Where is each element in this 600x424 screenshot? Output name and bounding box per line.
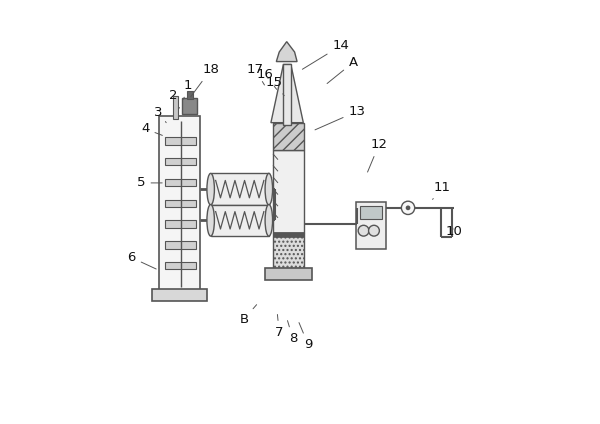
Bar — [165, 200, 196, 207]
Text: 17: 17 — [247, 64, 265, 85]
Bar — [265, 268, 313, 280]
Bar — [165, 137, 196, 145]
Text: 14: 14 — [302, 39, 349, 69]
Circle shape — [368, 225, 379, 236]
Text: 13: 13 — [315, 105, 365, 130]
Text: 2: 2 — [169, 89, 179, 108]
Circle shape — [406, 206, 410, 209]
Bar — [211, 173, 269, 205]
Text: 5: 5 — [137, 176, 162, 190]
Polygon shape — [271, 64, 304, 123]
Ellipse shape — [207, 204, 214, 236]
Bar — [273, 150, 304, 233]
Text: 4: 4 — [141, 123, 163, 135]
Bar — [273, 123, 304, 150]
Bar — [273, 233, 304, 268]
Bar — [360, 206, 382, 219]
Bar — [165, 220, 196, 228]
Text: 9: 9 — [299, 323, 313, 351]
Text: 3: 3 — [154, 106, 166, 123]
Text: 1: 1 — [184, 79, 192, 99]
Text: 16: 16 — [257, 68, 277, 89]
Bar — [356, 202, 386, 249]
Bar — [182, 98, 197, 114]
Bar — [173, 96, 178, 119]
Bar — [165, 158, 196, 165]
Bar — [152, 289, 206, 301]
Text: B: B — [239, 305, 257, 326]
Ellipse shape — [265, 204, 272, 236]
Circle shape — [358, 225, 369, 236]
Text: 7: 7 — [275, 315, 283, 339]
Text: 15: 15 — [265, 76, 284, 96]
Ellipse shape — [265, 173, 272, 205]
Bar — [211, 204, 269, 236]
Bar — [165, 262, 196, 269]
Bar — [273, 232, 304, 237]
Bar — [159, 117, 200, 291]
Text: A: A — [327, 56, 358, 84]
Polygon shape — [277, 42, 297, 61]
Bar — [283, 64, 291, 125]
Ellipse shape — [207, 173, 214, 205]
Circle shape — [401, 201, 415, 215]
Bar — [187, 91, 193, 99]
Text: 12: 12 — [368, 138, 388, 172]
Bar — [165, 179, 196, 186]
Text: 10: 10 — [445, 226, 462, 238]
Text: 11: 11 — [433, 181, 451, 199]
Bar — [165, 241, 196, 248]
Text: 18: 18 — [191, 64, 219, 97]
Text: 8: 8 — [287, 321, 297, 345]
Text: 6: 6 — [128, 251, 156, 269]
